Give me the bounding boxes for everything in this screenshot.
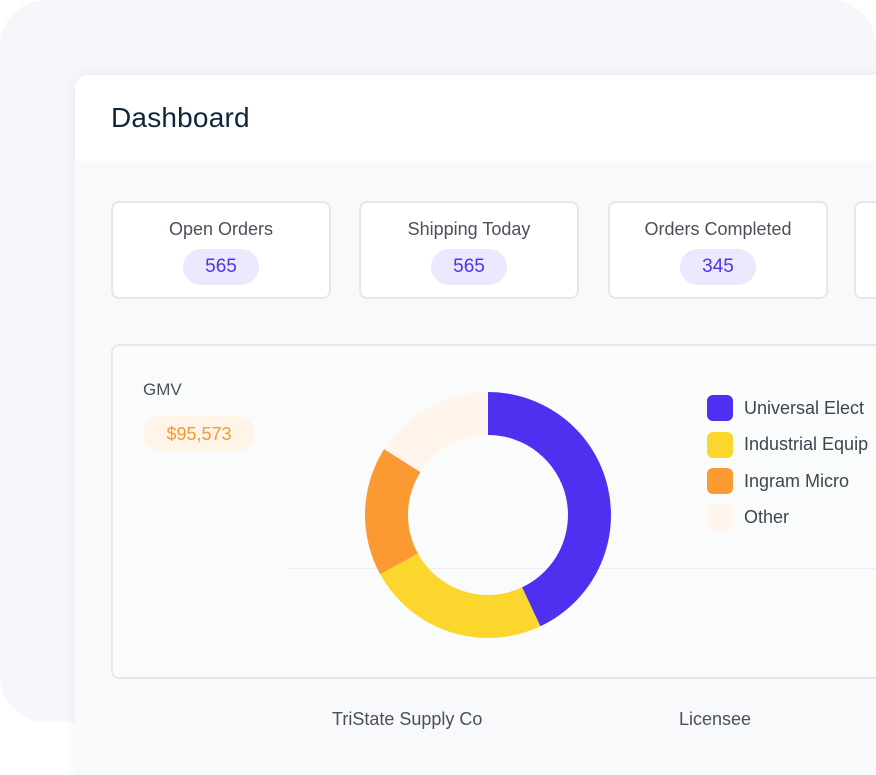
legend-item[interactable]: Other [707,500,868,537]
gmv-card: GMV $95,573 Universal Elect Industrial Eq… [111,344,876,679]
stat-card-partial[interactable] [854,201,876,299]
legend-swatch [707,395,733,422]
stat-card-orders-completed[interactable]: Orders Completed 345 [608,201,828,299]
donut-slice-0[interactable] [488,392,611,627]
gmv-value: $95,573 [143,416,255,452]
donut-slice-3[interactable] [384,392,488,473]
legend-swatch [707,431,733,458]
donut-slice-1[interactable] [380,553,541,638]
column-header-licensee: Licensee [679,709,752,729]
stat-value: 345 [680,249,756,285]
gmv-label: GMV [143,380,182,399]
page-title: Dashboard [111,102,250,133]
legend-swatch [707,504,733,531]
stat-value: 565 [431,249,507,285]
stat-label: Open Orders [168,219,274,239]
header: Dashboard [75,75,876,161]
stat-label: Shipping Today [407,219,531,239]
legend-label: Other [744,507,790,528]
stat-label: Orders Completed [644,219,792,239]
dashboard-window: Dashboard Open Orders 565 Shipping Today 5… [75,75,876,775]
chart-legend: Universal Elect Industrial Equip Ingram Mi… [707,390,868,536]
legend-swatch [707,468,733,495]
stat-card-open-orders[interactable]: Open Orders 565 [111,201,331,299]
donut-chart [365,392,611,638]
stat-card-shipping-today[interactable]: Shipping Today 565 [359,201,579,299]
donut-slice-2[interactable] [365,449,421,575]
column-header-supplier: TriState Supply Co [332,709,483,729]
legend-item[interactable]: Universal Elect [707,390,868,427]
legend-label: Ingram Micro [744,470,850,491]
legend-label: Industrial Equip [744,434,869,455]
legend-item[interactable]: Ingram Micro [707,463,868,500]
legend-item[interactable]: Industrial Equip [707,427,868,464]
legend-label: Universal Elect [744,397,865,418]
stat-value: 565 [183,249,259,285]
